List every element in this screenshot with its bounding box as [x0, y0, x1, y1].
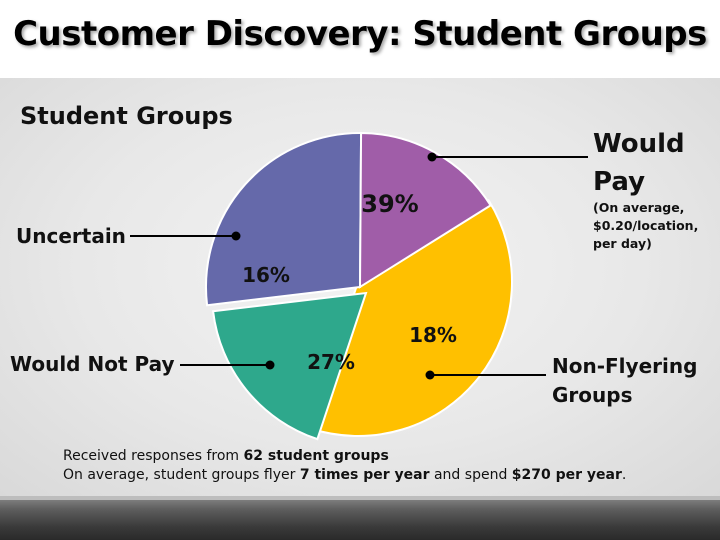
footnote-spending: On average, student groups flyer 7 times…: [63, 467, 627, 483]
label-would-not-pay: Would Not Pay: [10, 352, 175, 376]
pie-slice-non-flyering-groups: [211, 291, 368, 441]
pie-slices: [205, 131, 513, 441]
label-would-pay-note-1: (On average,: [593, 200, 684, 215]
label-non-flyering-1: Non-Flyering: [552, 354, 697, 378]
label-non-flyering-2: Groups: [552, 383, 632, 407]
flyer-frequency: 7 times per year: [299, 467, 430, 483]
slide-title: Customer Discovery: Student Groups: [13, 14, 707, 54]
label-would-pay-2: Pay: [593, 167, 645, 197]
pie-labels: 39% 18% 27% 16% Would Pay (On average, $0.20/lo…: [10, 129, 698, 407]
label-would-pay-note-2: $0.20/location,: [593, 218, 698, 233]
pct-label-4: 16%: [242, 263, 290, 287]
footer-bar: [0, 496, 720, 540]
footnotes: Received responses from 62 student group…: [63, 447, 626, 485]
chart-title: Student Groups: [20, 102, 233, 130]
label-uncertain: Uncertain: [16, 224, 126, 248]
pie-slice-would-pay: [308, 199, 513, 437]
pie-slice-uncertain: [358, 131, 492, 289]
responses-count: 62 student groups: [243, 448, 389, 464]
pct-label-3: 27%: [307, 350, 355, 374]
footnote-responses: Received responses from 62 student group…: [63, 448, 389, 464]
label-would-pay-note-3: per day): [593, 236, 652, 251]
label-would-pay-1: Would: [593, 129, 685, 159]
pct-label-2: 18%: [409, 323, 457, 347]
annual-spend: $270 per year: [511, 467, 622, 483]
title-bar: Customer Discovery: Student Groups: [0, 0, 720, 78]
pct-label-1: 39%: [361, 190, 418, 218]
footer-divider: [0, 496, 720, 500]
pie-slice-would-not-pay: [205, 132, 363, 307]
